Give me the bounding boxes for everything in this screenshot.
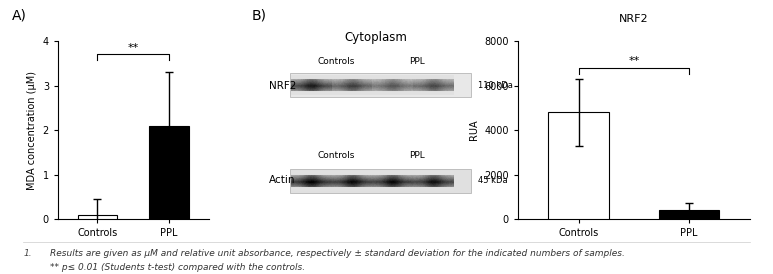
Text: Cytoplasm: Cytoplasm bbox=[344, 31, 407, 44]
Bar bbox=[290, 73, 471, 97]
Text: NRF2: NRF2 bbox=[269, 81, 296, 91]
Text: 45 kDa: 45 kDa bbox=[478, 176, 507, 185]
Text: ** p≤ 0.01 (Students t-test) compared with the controls.: ** p≤ 0.01 (Students t-test) compared wi… bbox=[50, 263, 305, 272]
Text: Controls: Controls bbox=[318, 151, 355, 160]
Text: 1.: 1. bbox=[23, 249, 32, 258]
Text: PPL: PPL bbox=[410, 57, 425, 65]
Text: A): A) bbox=[12, 8, 26, 22]
Text: Controls: Controls bbox=[318, 57, 355, 65]
Y-axis label: MDA concentration (μM): MDA concentration (μM) bbox=[27, 71, 37, 190]
Bar bbox=[78, 215, 117, 219]
Text: 110 kDa: 110 kDa bbox=[478, 81, 512, 90]
Bar bbox=[659, 210, 720, 219]
Text: Results are given as μM and relative unit absorbance, respectively ± standard de: Results are given as μM and relative uni… bbox=[50, 249, 625, 258]
Text: **: ** bbox=[128, 43, 139, 53]
Bar bbox=[290, 169, 471, 193]
Bar bbox=[548, 112, 609, 219]
Text: B): B) bbox=[251, 8, 266, 22]
Text: PPL: PPL bbox=[410, 151, 425, 160]
Bar bbox=[149, 126, 189, 219]
Y-axis label: RUA: RUA bbox=[468, 120, 478, 141]
Text: Actin: Actin bbox=[269, 175, 295, 185]
Text: **: ** bbox=[628, 56, 639, 66]
Title: NRF2: NRF2 bbox=[619, 14, 649, 24]
